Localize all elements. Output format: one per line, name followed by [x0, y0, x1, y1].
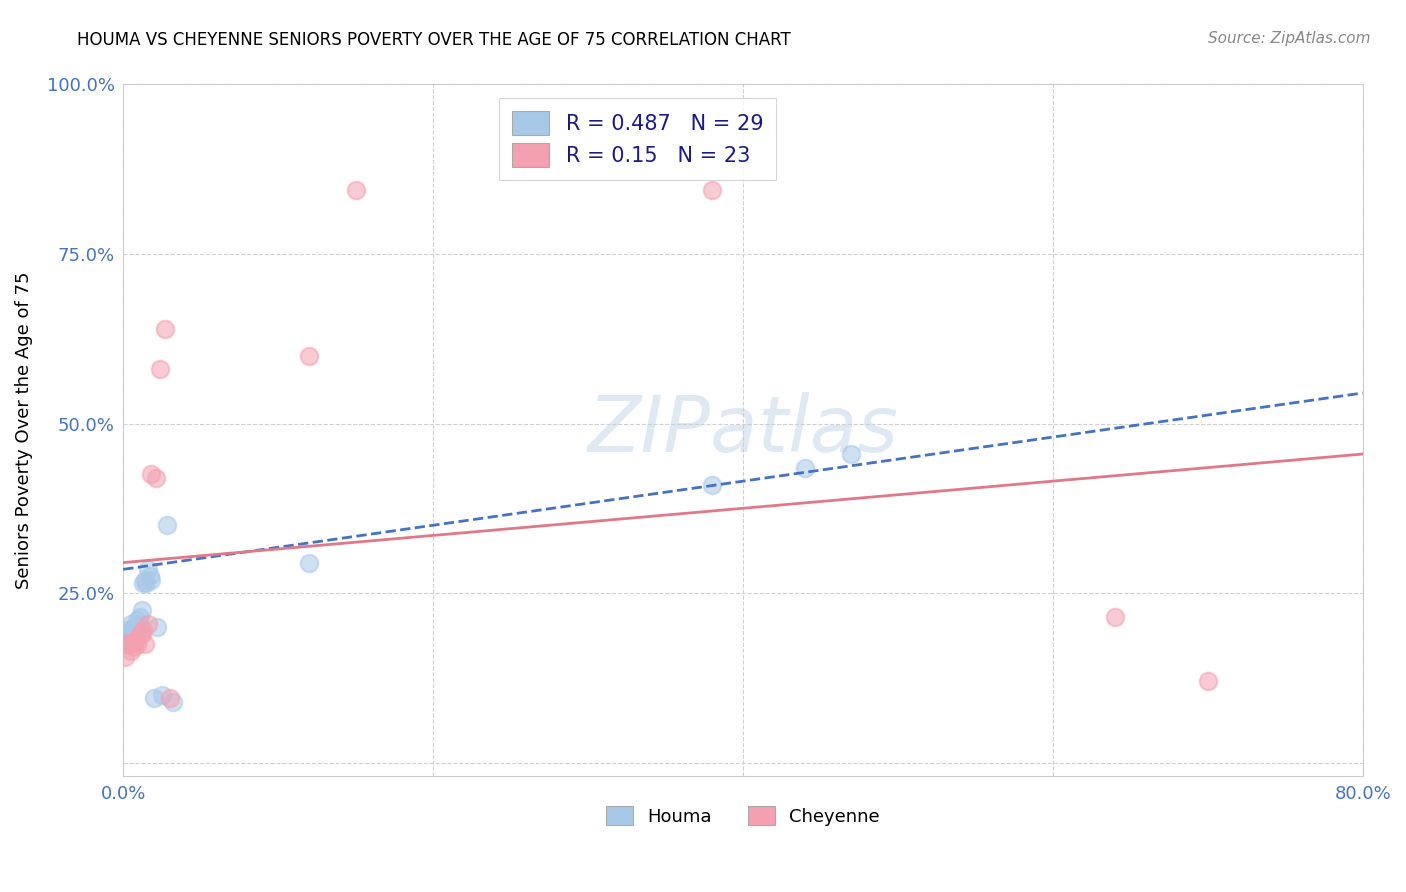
Point	[150, 688, 173, 702]
Point	[115, 633, 138, 648]
Point	[134, 573, 156, 587]
Point	[139, 573, 162, 587]
Point	[118, 637, 141, 651]
Legend: Houma, Cheyenne: Houma, Cheyenne	[599, 799, 887, 833]
Point	[122, 640, 145, 655]
Point	[344, 183, 367, 197]
Point	[793, 460, 815, 475]
Point	[124, 633, 146, 648]
Point	[127, 637, 149, 651]
Point	[128, 616, 150, 631]
Point	[162, 695, 184, 709]
Point	[298, 349, 321, 363]
Point	[131, 603, 153, 617]
Text: Source: ZipAtlas.com: Source: ZipAtlas.com	[1208, 31, 1371, 46]
Point	[132, 575, 155, 590]
Point	[145, 471, 167, 485]
Point	[129, 626, 152, 640]
Y-axis label: Seniors Poverty Over the Age of 75: Seniors Poverty Over the Age of 75	[15, 271, 32, 589]
Point	[841, 447, 863, 461]
Point	[121, 633, 143, 648]
Point	[134, 637, 156, 651]
Point	[115, 637, 138, 651]
Point	[143, 691, 166, 706]
Point	[129, 609, 152, 624]
Point	[132, 624, 155, 638]
Point	[118, 630, 141, 644]
Point	[155, 518, 177, 533]
Text: HOUMA VS CHEYENNE SENIORS POVERTY OVER THE AGE OF 75 CORRELATION CHART: HOUMA VS CHEYENNE SENIORS POVERTY OVER T…	[77, 31, 792, 49]
Point	[139, 467, 162, 482]
Point	[120, 644, 142, 658]
Text: ZIPatlas: ZIPatlas	[588, 392, 898, 468]
Point	[114, 637, 136, 651]
Point	[124, 626, 146, 640]
Point	[114, 650, 136, 665]
Point	[1104, 609, 1126, 624]
Point	[1197, 674, 1219, 689]
Point	[149, 362, 172, 376]
Point	[121, 624, 143, 638]
Point	[127, 613, 149, 627]
Point	[700, 183, 723, 197]
Point	[131, 626, 153, 640]
Point	[120, 624, 142, 638]
Point	[136, 616, 159, 631]
Point	[135, 575, 157, 590]
Point	[146, 620, 169, 634]
Point	[122, 620, 145, 634]
Point	[159, 691, 181, 706]
Point	[138, 569, 160, 583]
Point	[298, 556, 321, 570]
Point	[121, 630, 143, 644]
Point	[120, 616, 142, 631]
Point	[700, 477, 723, 491]
Point	[136, 562, 159, 576]
Point	[117, 624, 139, 638]
Point	[153, 321, 176, 335]
